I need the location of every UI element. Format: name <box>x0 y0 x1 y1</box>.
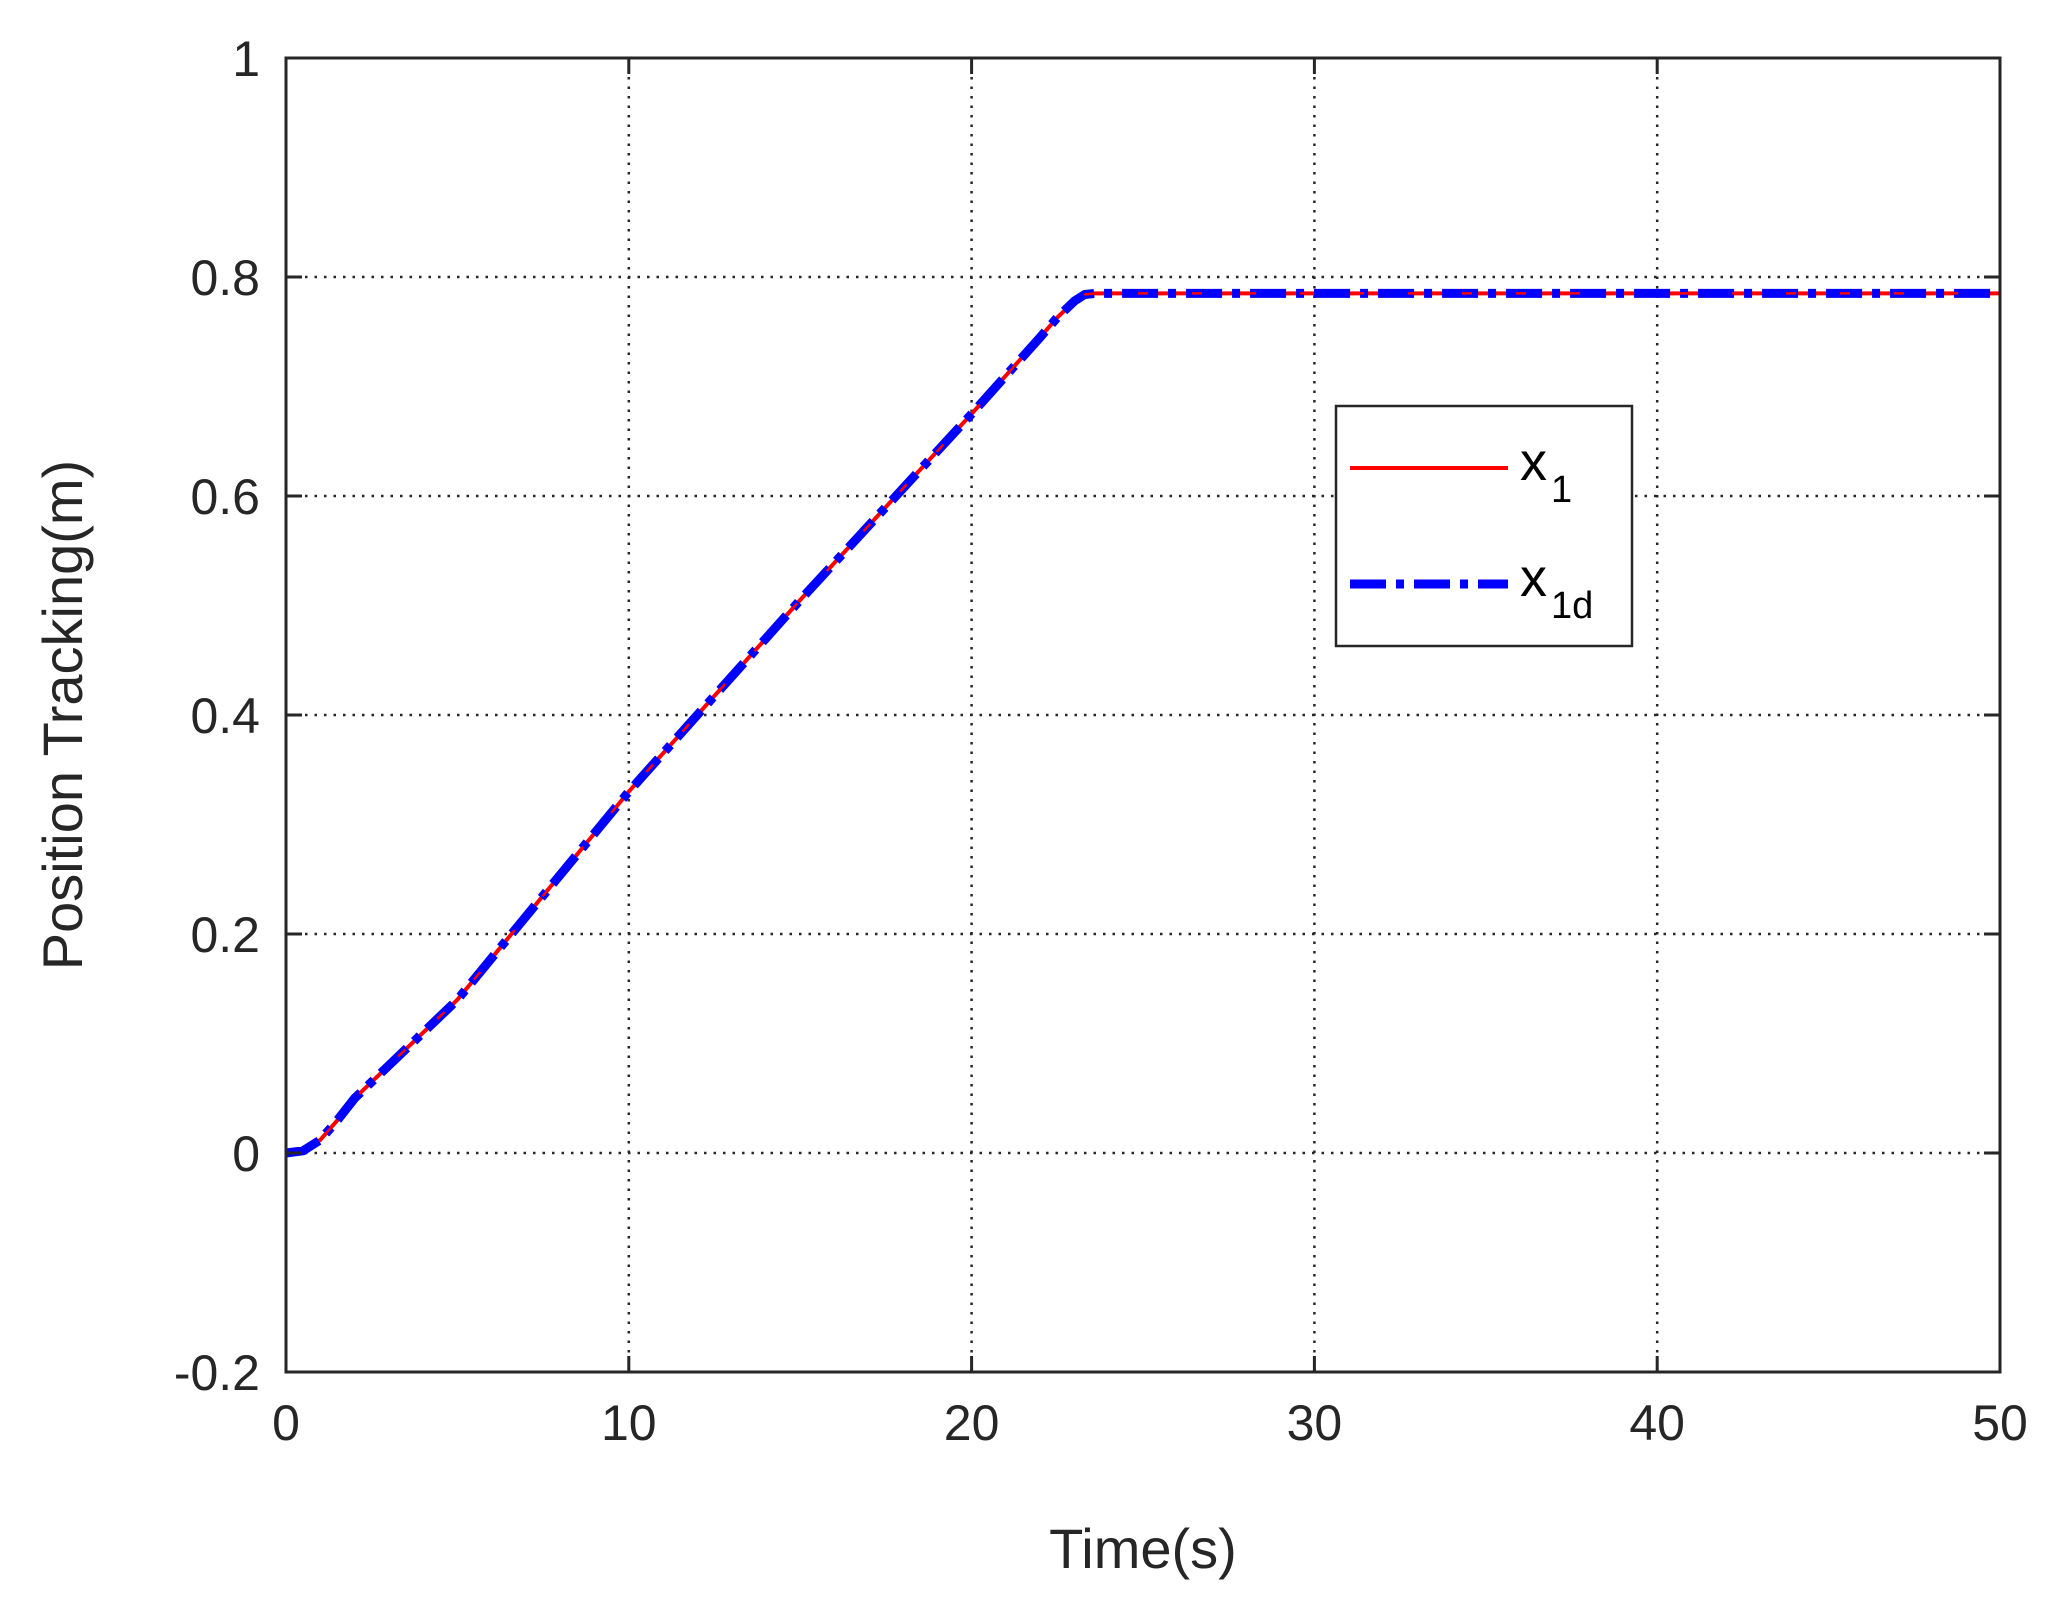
x-axis-label: Time(s) <box>1049 1517 1237 1580</box>
x-tick-labels: 0 10 20 30 40 50 <box>272 1395 2028 1451</box>
y-tick-label-1: 0 <box>232 1126 260 1182</box>
x-tick-label-4: 40 <box>1629 1395 1685 1451</box>
y-tick-label-4: 0.6 <box>190 469 260 525</box>
x-tick-label-0: 0 <box>272 1395 300 1451</box>
y-tick-label-2: 0.2 <box>190 907 260 963</box>
y-axis-label: Position Tracking(m) <box>31 460 94 970</box>
legend-label-x1d-base: x <box>1520 548 1547 608</box>
x-tick-label-3: 30 <box>1287 1395 1343 1451</box>
legend-label-x1d: x 1d <box>1520 548 1593 627</box>
legend-label-x1-sub: 1 <box>1551 469 1572 511</box>
series-line-x1d <box>285 288 2000 1158</box>
y-tick-label-6: 1 <box>232 31 260 87</box>
legend-label-x1d-sub: 1d <box>1551 585 1593 627</box>
series-lines <box>285 288 2000 1158</box>
y-tick-label-3: 0.4 <box>190 688 260 744</box>
x-tick-label-1: 10 <box>601 1395 657 1451</box>
tick-marks <box>284 56 2002 1374</box>
y-tick-label-0: -0.2 <box>174 1345 260 1401</box>
y-tick-label-5: 0.8 <box>190 250 260 306</box>
x-tick-label-5: 50 <box>1972 1395 2028 1451</box>
legend-label-x1-base: x <box>1520 432 1547 492</box>
grid-lines <box>286 58 2000 1372</box>
y-tick-labels: -0.2 0 0.2 0.4 0.6 0.8 1 <box>174 31 260 1401</box>
x-tick-label-2: 20 <box>944 1395 1000 1451</box>
legend-box <box>1334 404 1634 648</box>
